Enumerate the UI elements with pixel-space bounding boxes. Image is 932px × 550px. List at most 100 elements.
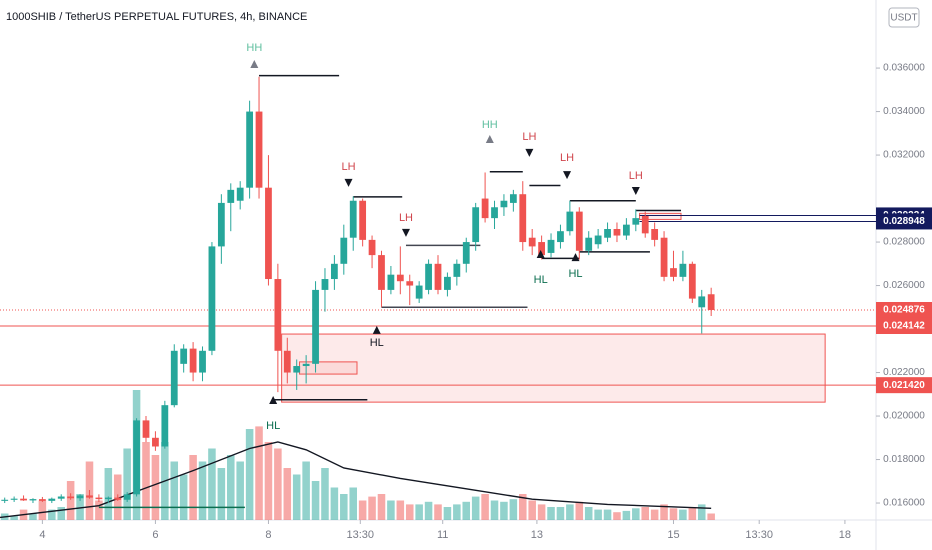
- candle-body: [95, 497, 103, 500]
- currency-badge[interactable]: [888, 7, 920, 28]
- candle-body: [321, 279, 329, 290]
- candle-body: [707, 294, 715, 310]
- candle-body: [67, 496, 75, 499]
- candle-body: [406, 281, 414, 286]
- candle-body: [434, 263, 442, 290]
- swing-label: HL: [534, 274, 548, 286]
- volume-bar: [500, 501, 508, 520]
- candle-body: [472, 207, 480, 243]
- volume-bar: [622, 510, 631, 520]
- volume-bar: [566, 504, 574, 520]
- candle-body: [453, 263, 461, 277]
- candle-body: [651, 229, 659, 240]
- y-tick-label: 0.016000: [883, 498, 925, 509]
- candle-body: [123, 494, 131, 500]
- x-tick-label: 18: [839, 529, 851, 541]
- volume-bar: [424, 501, 433, 520]
- price-label-bg: [876, 213, 932, 230]
- candle-body: [217, 202, 225, 247]
- candle-body: [528, 237, 536, 247]
- candle-body: [114, 497, 122, 500]
- volume-bar: [283, 468, 292, 520]
- swing-label: HH: [246, 42, 262, 54]
- candle-body: [509, 194, 517, 203]
- volume-bar: [236, 461, 244, 520]
- swing-marker: [372, 325, 381, 334]
- price-label-bg: [876, 377, 932, 394]
- candle-body: [48, 498, 56, 501]
- candle-body: [76, 495, 84, 499]
- swing-label: HH: [482, 119, 498, 131]
- volume-bar: [189, 455, 197, 520]
- swing-marker: [485, 134, 494, 143]
- volume-bar: [151, 455, 160, 520]
- x-tick-label: 13:30: [745, 529, 773, 541]
- candle-body: [189, 348, 197, 373]
- candle-body: [38, 499, 46, 501]
- volume-bar: [292, 474, 301, 520]
- swing-label: LH: [522, 131, 536, 143]
- volume-bar: [48, 509, 56, 520]
- candle-body: [491, 207, 498, 219]
- y-tick-label: 0.022000: [883, 367, 925, 378]
- swing-label: HL: [266, 420, 280, 432]
- candle-body: [330, 263, 338, 280]
- candle-body: [161, 405, 169, 447]
- volume-bar: [387, 500, 395, 520]
- swing-marker: [563, 171, 572, 180]
- volume-bar: [179, 474, 188, 520]
- candle-body: [104, 497, 112, 500]
- candle-body: [585, 237, 593, 251]
- volume-bar: [29, 513, 37, 520]
- volume-bar: [123, 448, 131, 520]
- candle-body: [349, 200, 357, 238]
- volume-bar: [76, 494, 84, 520]
- volume-bar: [688, 507, 697, 520]
- volume-bar: [509, 499, 518, 520]
- candle-body: [236, 187, 244, 201]
- chart-title: 1000SHIB / TetherUS PERPETUAL FUTURES, 4…: [6, 11, 307, 23]
- volume-bar: [208, 448, 216, 520]
- y-tick-label: 0.032000: [883, 150, 925, 161]
- volume-bar: [255, 426, 263, 520]
- swing-marker: [525, 148, 534, 157]
- volume-bar: [594, 509, 602, 520]
- candle-body: [481, 198, 489, 219]
- swing-label: HL: [370, 337, 384, 349]
- volume-bar: [349, 487, 357, 520]
- y-tick-label: 0.020000: [883, 411, 925, 422]
- volume-bar: [679, 509, 687, 520]
- volume-bar: [396, 500, 405, 520]
- volume-bar: [95, 500, 103, 520]
- volume-bar: [697, 504, 706, 520]
- volume-bar: [471, 496, 480, 520]
- candle-body: [312, 289, 319, 364]
- x-tick-label: 13:30: [347, 529, 375, 541]
- swing-marker: [401, 228, 410, 237]
- volume-bar: [142, 442, 150, 520]
- volume-bar: [669, 508, 678, 520]
- volume-bar: [57, 507, 65, 520]
- volume-bar: [415, 504, 423, 520]
- zone-box: [299, 361, 358, 375]
- volume-bar: [311, 481, 320, 520]
- candle-body: [557, 231, 564, 243]
- x-tick-label: 13: [531, 529, 543, 541]
- volume-bar: [556, 507, 565, 520]
- candle-body: [152, 437, 159, 447]
- candle-body: [133, 420, 140, 495]
- volume-bar: [245, 429, 254, 520]
- volume-bar: [321, 468, 329, 520]
- price-label: 0.021420: [883, 380, 925, 391]
- zone-box: [639, 212, 682, 220]
- candle-body: [142, 420, 150, 438]
- volume-bar: [66, 481, 75, 520]
- price-label: 0.024876: [883, 305, 925, 316]
- candle-body: [594, 235, 602, 245]
- currency-label[interactable]: USDT: [890, 13, 917, 24]
- volume-bar: [575, 501, 584, 520]
- candle-body: [378, 255, 385, 290]
- candle-body: [29, 499, 37, 501]
- swing-marker: [571, 253, 580, 262]
